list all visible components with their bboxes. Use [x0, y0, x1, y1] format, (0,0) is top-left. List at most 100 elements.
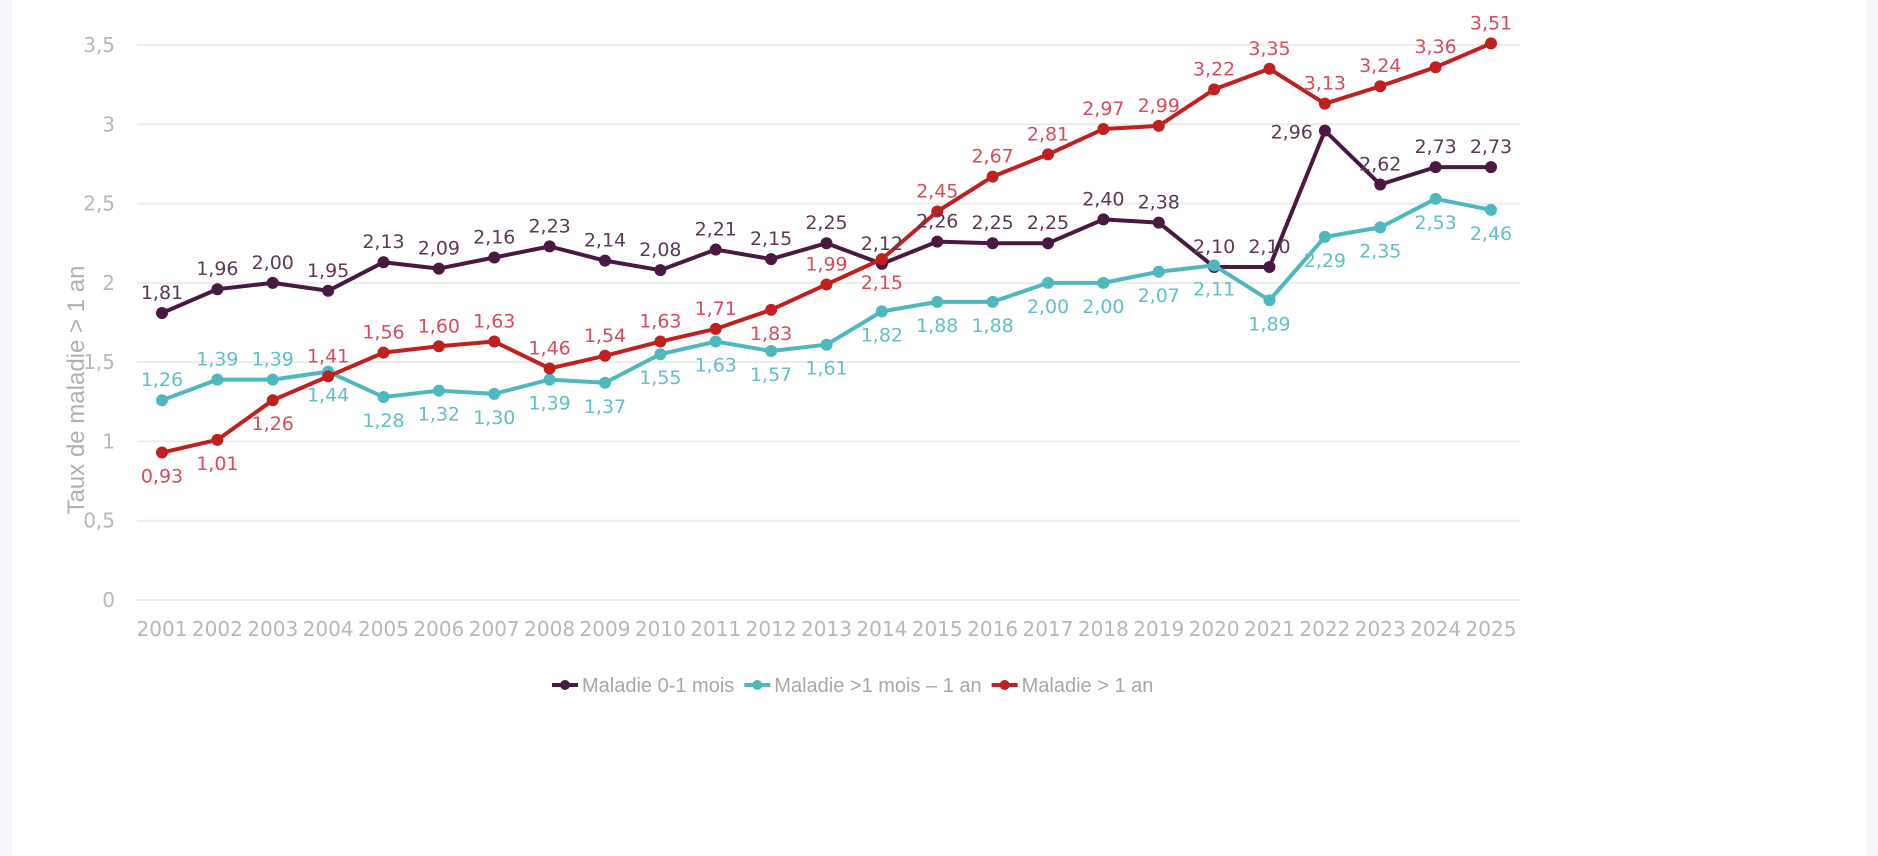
x-tick-label: 2018: [1078, 617, 1129, 641]
data-point: [1374, 178, 1387, 191]
data-point: [211, 283, 224, 296]
x-tick-label: 2019: [1133, 617, 1184, 641]
data-label: 2,40: [1082, 188, 1124, 210]
data-point: [1152, 216, 1165, 229]
data-label: 1,39: [252, 349, 294, 371]
data-point: [1152, 265, 1165, 278]
data-label: 3,36: [1414, 36, 1456, 58]
data-label: 2,08: [639, 239, 681, 261]
data-label: 2,21: [695, 219, 737, 241]
x-tick-label: 2021: [1244, 617, 1295, 641]
data-point: [986, 170, 999, 183]
data-label: 1,56: [362, 322, 404, 344]
data-label: 2,46: [1470, 223, 1512, 245]
data-point: [377, 256, 390, 269]
data-point: [156, 306, 168, 319]
x-tick-label: 2022: [1299, 617, 1350, 641]
data-label: 1,63: [473, 311, 515, 333]
y-axis-label: Taux de maladie > 1 an: [63, 266, 90, 515]
data-label: 3,22: [1193, 58, 1235, 80]
data-point: [1208, 83, 1221, 96]
data-point: [322, 284, 335, 297]
data-point: [1152, 119, 1165, 132]
data-label: 1,83: [750, 323, 792, 345]
data-point: [322, 370, 335, 383]
data-point: [709, 335, 722, 348]
x-tick-label: 2020: [1189, 617, 1240, 641]
x-tick-label: 2007: [469, 617, 520, 641]
data-point: [1263, 261, 1276, 273]
data-point: [1318, 230, 1331, 243]
data-label: 1,46: [528, 337, 570, 359]
data-label: 1,44: [307, 385, 349, 407]
data-label: 2,62: [1359, 154, 1401, 176]
data-label: 2,53: [1414, 212, 1456, 234]
data-point: [709, 322, 722, 335]
data-label: 1,89: [1248, 313, 1290, 335]
x-tick-label: 2013: [801, 617, 852, 641]
data-label: 1,39: [196, 349, 238, 371]
y-tick-label: 0: [102, 588, 115, 612]
data-point: [931, 235, 944, 248]
data-label: 2,73: [1470, 136, 1512, 158]
data-label: 2,12: [861, 233, 903, 255]
data-label: 2,11: [1193, 278, 1235, 300]
data-point: [820, 278, 833, 291]
x-tick-label: 2015: [912, 617, 963, 641]
data-label: 1,26: [141, 369, 183, 391]
data-label: 2,26: [916, 211, 958, 233]
data-label: 2,25: [805, 212, 847, 234]
x-tick-label: 2016: [967, 617, 1018, 641]
data-point: [156, 446, 168, 459]
data-point: [1042, 276, 1054, 289]
data-label: 2,38: [1138, 192, 1180, 214]
data-point: [1097, 213, 1110, 226]
data-point: [1429, 61, 1442, 74]
data-point: [377, 346, 390, 359]
data-label: 1,88: [916, 315, 958, 337]
x-tick-label: 2025: [1466, 617, 1517, 641]
data-label: 2,29: [1304, 250, 1346, 272]
data-point: [488, 335, 501, 348]
data-point: [432, 384, 445, 397]
data-label: 2,96: [1271, 122, 1313, 144]
data-point: [543, 240, 556, 253]
data-point: [654, 264, 667, 277]
data-label: 1,71: [695, 298, 737, 320]
y-tick-label: 2: [102, 271, 115, 295]
data-point: [211, 433, 224, 446]
data-label: 2,25: [971, 212, 1013, 234]
data-point: [1485, 37, 1497, 50]
data-label: 2,00: [1082, 296, 1124, 318]
data-label: 2,07: [1138, 285, 1180, 307]
data-label: 2,15: [750, 228, 792, 250]
data-label: 2,10: [1193, 236, 1235, 258]
legend-item: Maladie > 1 an: [991, 675, 1153, 697]
x-tick-label: 2009: [580, 617, 631, 641]
data-point: [599, 349, 611, 362]
data-label: 1,39: [528, 393, 570, 415]
data-point: [931, 295, 944, 308]
legend-label: Maladie 0-1 mois: [582, 675, 734, 697]
x-tick-label: 2023: [1355, 617, 1406, 641]
y-tick-label: 0,5: [83, 509, 115, 533]
x-tick-label: 2006: [413, 617, 464, 641]
x-tick-label: 2012: [746, 617, 797, 641]
y-tick-label: 3: [102, 112, 115, 136]
y-tick-label: 3,5: [83, 33, 115, 57]
data-label: 1,32: [418, 404, 460, 426]
data-point: [1485, 203, 1497, 216]
data-point: [488, 251, 501, 264]
data-point: [1429, 192, 1442, 205]
y-tick-label: 2,5: [83, 192, 115, 216]
data-label: 1,95: [307, 260, 349, 282]
data-point: [1042, 237, 1054, 250]
data-point: [765, 303, 778, 316]
data-point: [986, 237, 999, 250]
data-point: [1318, 97, 1331, 110]
data-label: 1,41: [307, 345, 349, 367]
data-point: [266, 394, 279, 407]
data-point: [599, 376, 611, 389]
x-tick-label: 2010: [635, 617, 686, 641]
data-label: 3,51: [1470, 12, 1512, 34]
